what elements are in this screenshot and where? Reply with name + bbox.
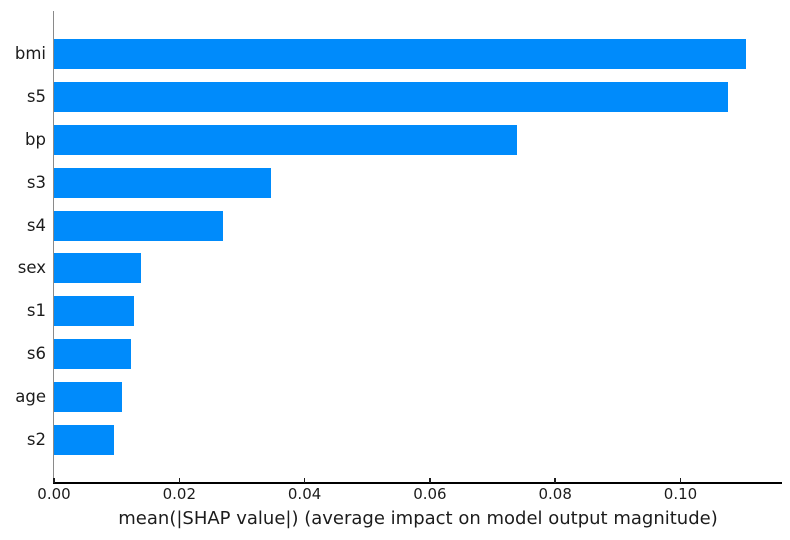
y-tick-label-s1: s1 [26,301,46,321]
x-tick-mark-0.02 [178,478,181,483]
y-tick-label-bmi: bmi [14,43,46,63]
y-tick-label-s4: s4 [26,215,46,235]
x-tick-label-0.08: 0.08 [538,485,572,503]
bar-bp [54,124,517,155]
bar-s2 [54,425,115,456]
bar-s1 [54,296,135,327]
y-tick-label-age: age [15,387,46,407]
x-tick-mark-0.10 [679,478,682,483]
y-axis-spine [53,11,54,483]
bar-s6 [54,339,132,370]
x-tick-label-0.10: 0.10 [663,485,698,503]
x-tick-mark-0.06 [429,478,431,483]
x-tick-label-0.00: 0.00 [37,485,71,503]
x-axis-spine [53,482,782,484]
x-tick-label-0.02: 0.02 [162,485,196,503]
y-tick-label-bp: bp [25,129,46,149]
bar-s3 [54,167,272,198]
x-axis-title: mean(|SHAP value|) (average impact on mo… [118,508,718,529]
x-tick-label-0.06: 0.06 [413,485,447,503]
y-tick-label-s6: s6 [26,344,46,364]
bar-age [54,382,123,413]
bar-s5 [54,81,729,112]
x-tick-mark-0.04 [303,478,306,483]
x-tick-mark-0.08 [554,478,556,483]
x-tick-label-0.04: 0.04 [287,485,322,503]
x-tick-mark-0.00 [53,478,55,483]
bar-s4 [54,210,224,241]
y-tick-label-s3: s3 [26,172,46,192]
bar-sex [54,253,142,284]
y-tick-label-s5: s5 [26,86,46,106]
y-tick-label-sex: sex [17,258,46,278]
plot-area [53,11,782,484]
bar-bmi [54,38,746,69]
y-tick-label-s2: s2 [26,430,46,450]
